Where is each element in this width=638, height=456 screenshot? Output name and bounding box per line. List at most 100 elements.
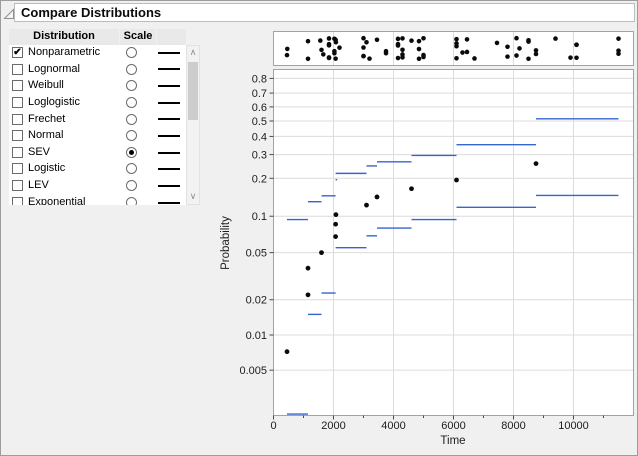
event-point[interactable] xyxy=(374,37,380,43)
event-point[interactable] xyxy=(553,36,558,41)
event-point[interactable] xyxy=(400,36,405,41)
scroll-down-icon[interactable]: ∨ xyxy=(189,190,197,201)
event-point[interactable] xyxy=(305,38,311,44)
event-point[interactable] xyxy=(319,47,324,53)
event-point[interactable] xyxy=(337,45,342,50)
event-point[interactable] xyxy=(383,50,389,56)
km-point[interactable] xyxy=(409,186,414,192)
event-point[interactable] xyxy=(395,43,401,48)
event-point[interactable] xyxy=(454,36,459,42)
event-point[interactable] xyxy=(285,46,290,52)
event-point[interactable] xyxy=(416,38,422,44)
km-point[interactable] xyxy=(333,212,339,218)
scale-radio-nonparametric[interactable] xyxy=(126,47,137,58)
event-point[interactable] xyxy=(305,56,311,62)
checkbox-frechet[interactable] xyxy=(12,113,23,125)
event-plot[interactable] xyxy=(231,31,635,66)
km-point[interactable] xyxy=(305,292,311,298)
event-point[interactable] xyxy=(616,48,621,53)
event-point[interactable] xyxy=(526,37,531,43)
scale-radio-weibull[interactable] xyxy=(126,80,137,92)
event-point[interactable] xyxy=(321,52,326,57)
event-point[interactable] xyxy=(517,46,522,51)
event-point[interactable] xyxy=(494,40,500,46)
checkbox-nonparametric[interactable]: ✔ xyxy=(12,47,23,58)
event-point[interactable] xyxy=(284,52,290,58)
scrollbar-thumb[interactable] xyxy=(188,61,198,120)
distribution-row-weibull[interactable]: Weibull xyxy=(9,78,186,95)
km-point[interactable] xyxy=(284,349,290,355)
event-point[interactable] xyxy=(533,48,539,53)
event-point[interactable] xyxy=(454,41,459,46)
checkbox-weibull[interactable] xyxy=(12,80,23,92)
event-point[interactable] xyxy=(533,51,539,57)
event-point[interactable] xyxy=(416,56,422,62)
disclosure-triangle-icon[interactable] xyxy=(3,8,15,20)
distribution-row-loglogistic[interactable]: Loglogistic xyxy=(9,94,186,111)
event-point[interactable] xyxy=(616,36,621,41)
distribution-row-lognormal[interactable]: Lognormal xyxy=(9,61,186,78)
scale-radio-frechet[interactable] xyxy=(126,113,137,125)
distribution-row-frechet[interactable]: Frechet xyxy=(9,111,186,128)
scale-radio-exponential[interactable] xyxy=(126,196,137,205)
probability-plot[interactable]: 0 2000 4000 6000 8000 10000 0.8 0.7 0.6 0.5 0.4 0.3… xyxy=(231,69,635,437)
scale-radio-lev[interactable] xyxy=(126,180,137,192)
event-point[interactable] xyxy=(472,56,477,61)
scale-radio-sev[interactable] xyxy=(126,146,137,158)
km-point[interactable] xyxy=(454,177,459,183)
event-point[interactable] xyxy=(367,56,372,61)
checkbox-sev[interactable] xyxy=(12,146,23,158)
event-point[interactable] xyxy=(326,55,332,61)
event-point[interactable] xyxy=(332,48,337,54)
event-point[interactable] xyxy=(421,54,426,60)
distribution-row-sev[interactable]: SEV xyxy=(9,144,186,161)
event-point[interactable] xyxy=(505,44,510,50)
km-point[interactable] xyxy=(333,221,338,227)
event-point[interactable] xyxy=(395,36,401,42)
event-point[interactable] xyxy=(464,49,470,55)
event-point[interactable] xyxy=(395,55,401,61)
distribution-list-scrollbar[interactable]: ∧ ∨ xyxy=(186,44,200,205)
km-point[interactable] xyxy=(305,265,311,271)
checkbox-normal[interactable] xyxy=(12,130,23,142)
event-point[interactable] xyxy=(364,39,369,45)
event-point[interactable] xyxy=(400,47,405,53)
event-point[interactable] xyxy=(318,38,323,43)
checkbox-logistic[interactable] xyxy=(12,163,23,175)
event-point[interactable] xyxy=(568,55,573,60)
event-point[interactable] xyxy=(333,56,338,61)
event-point[interactable] xyxy=(514,53,519,58)
event-point[interactable] xyxy=(464,37,470,42)
event-point[interactable] xyxy=(460,50,465,55)
event-point[interactable] xyxy=(361,35,366,41)
event-point[interactable] xyxy=(574,42,579,47)
km-point[interactable] xyxy=(533,161,539,167)
event-point[interactable] xyxy=(526,56,531,62)
event-point[interactable] xyxy=(326,36,332,41)
checkbox-lev[interactable] xyxy=(12,180,23,192)
event-point[interactable] xyxy=(514,35,519,41)
event-point[interactable] xyxy=(505,54,510,59)
distribution-row-exponential[interactable]: Exponential xyxy=(9,194,186,205)
scale-radio-normal[interactable] xyxy=(126,130,137,142)
km-point[interactable] xyxy=(333,234,338,239)
scroll-up-icon[interactable]: ∧ xyxy=(189,46,197,57)
distribution-row-logistic[interactable]: Logistic xyxy=(9,161,186,178)
event-point[interactable] xyxy=(574,55,579,61)
event-point[interactable] xyxy=(409,38,414,43)
scale-radio-loglogistic[interactable] xyxy=(126,96,137,108)
checkbox-exponential[interactable] xyxy=(12,196,23,205)
event-point[interactable] xyxy=(361,53,366,59)
event-point[interactable] xyxy=(333,39,339,45)
event-point[interactable] xyxy=(421,35,426,41)
scale-radio-lognormal[interactable] xyxy=(126,63,137,75)
checkbox-loglogistic[interactable] xyxy=(12,96,23,108)
checkbox-lognormal[interactable] xyxy=(12,63,23,75)
distribution-row-nonparametric[interactable]: ✔ Nonparametric xyxy=(9,45,186,62)
distribution-row-lev[interactable]: LEV xyxy=(9,178,186,195)
event-point[interactable] xyxy=(361,45,366,50)
distribution-row-normal[interactable]: Normal xyxy=(9,128,186,145)
event-point[interactable] xyxy=(454,55,459,61)
km-point[interactable] xyxy=(364,202,369,208)
scale-radio-logistic[interactable] xyxy=(126,163,137,175)
